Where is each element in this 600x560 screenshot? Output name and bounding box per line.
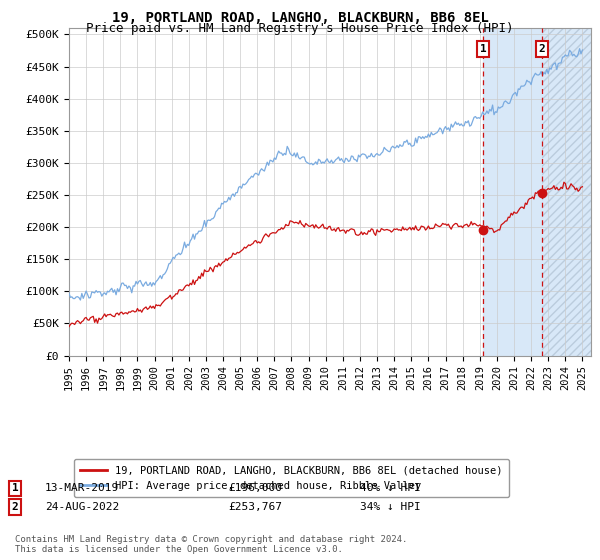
Bar: [542, 28, 591, 356]
Text: 1: 1: [11, 483, 19, 493]
Text: Price paid vs. HM Land Registry's House Price Index (HPI): Price paid vs. HM Land Registry's House …: [86, 22, 514, 35]
Text: 19, PORTLAND ROAD, LANGHO, BLACKBURN, BB6 8EL: 19, PORTLAND ROAD, LANGHO, BLACKBURN, BB…: [112, 11, 488, 25]
Text: 2: 2: [539, 44, 545, 54]
Text: 2: 2: [11, 502, 19, 512]
Text: Contains HM Land Registry data © Crown copyright and database right 2024.
This d: Contains HM Land Registry data © Crown c…: [15, 535, 407, 554]
Legend: 19, PORTLAND ROAD, LANGHO, BLACKBURN, BB6 8EL (detached house), HPI: Average pri: 19, PORTLAND ROAD, LANGHO, BLACKBURN, BB…: [74, 459, 509, 497]
Bar: [483, 28, 542, 356]
Text: £253,767: £253,767: [228, 502, 282, 512]
Text: 1: 1: [480, 44, 487, 54]
Text: £196,000: £196,000: [228, 483, 282, 493]
Bar: [542, 28, 591, 356]
Text: 24-AUG-2022: 24-AUG-2022: [45, 502, 119, 512]
Text: 13-MAR-2019: 13-MAR-2019: [45, 483, 119, 493]
Text: 40% ↓ HPI: 40% ↓ HPI: [360, 483, 421, 493]
Text: 34% ↓ HPI: 34% ↓ HPI: [360, 502, 421, 512]
